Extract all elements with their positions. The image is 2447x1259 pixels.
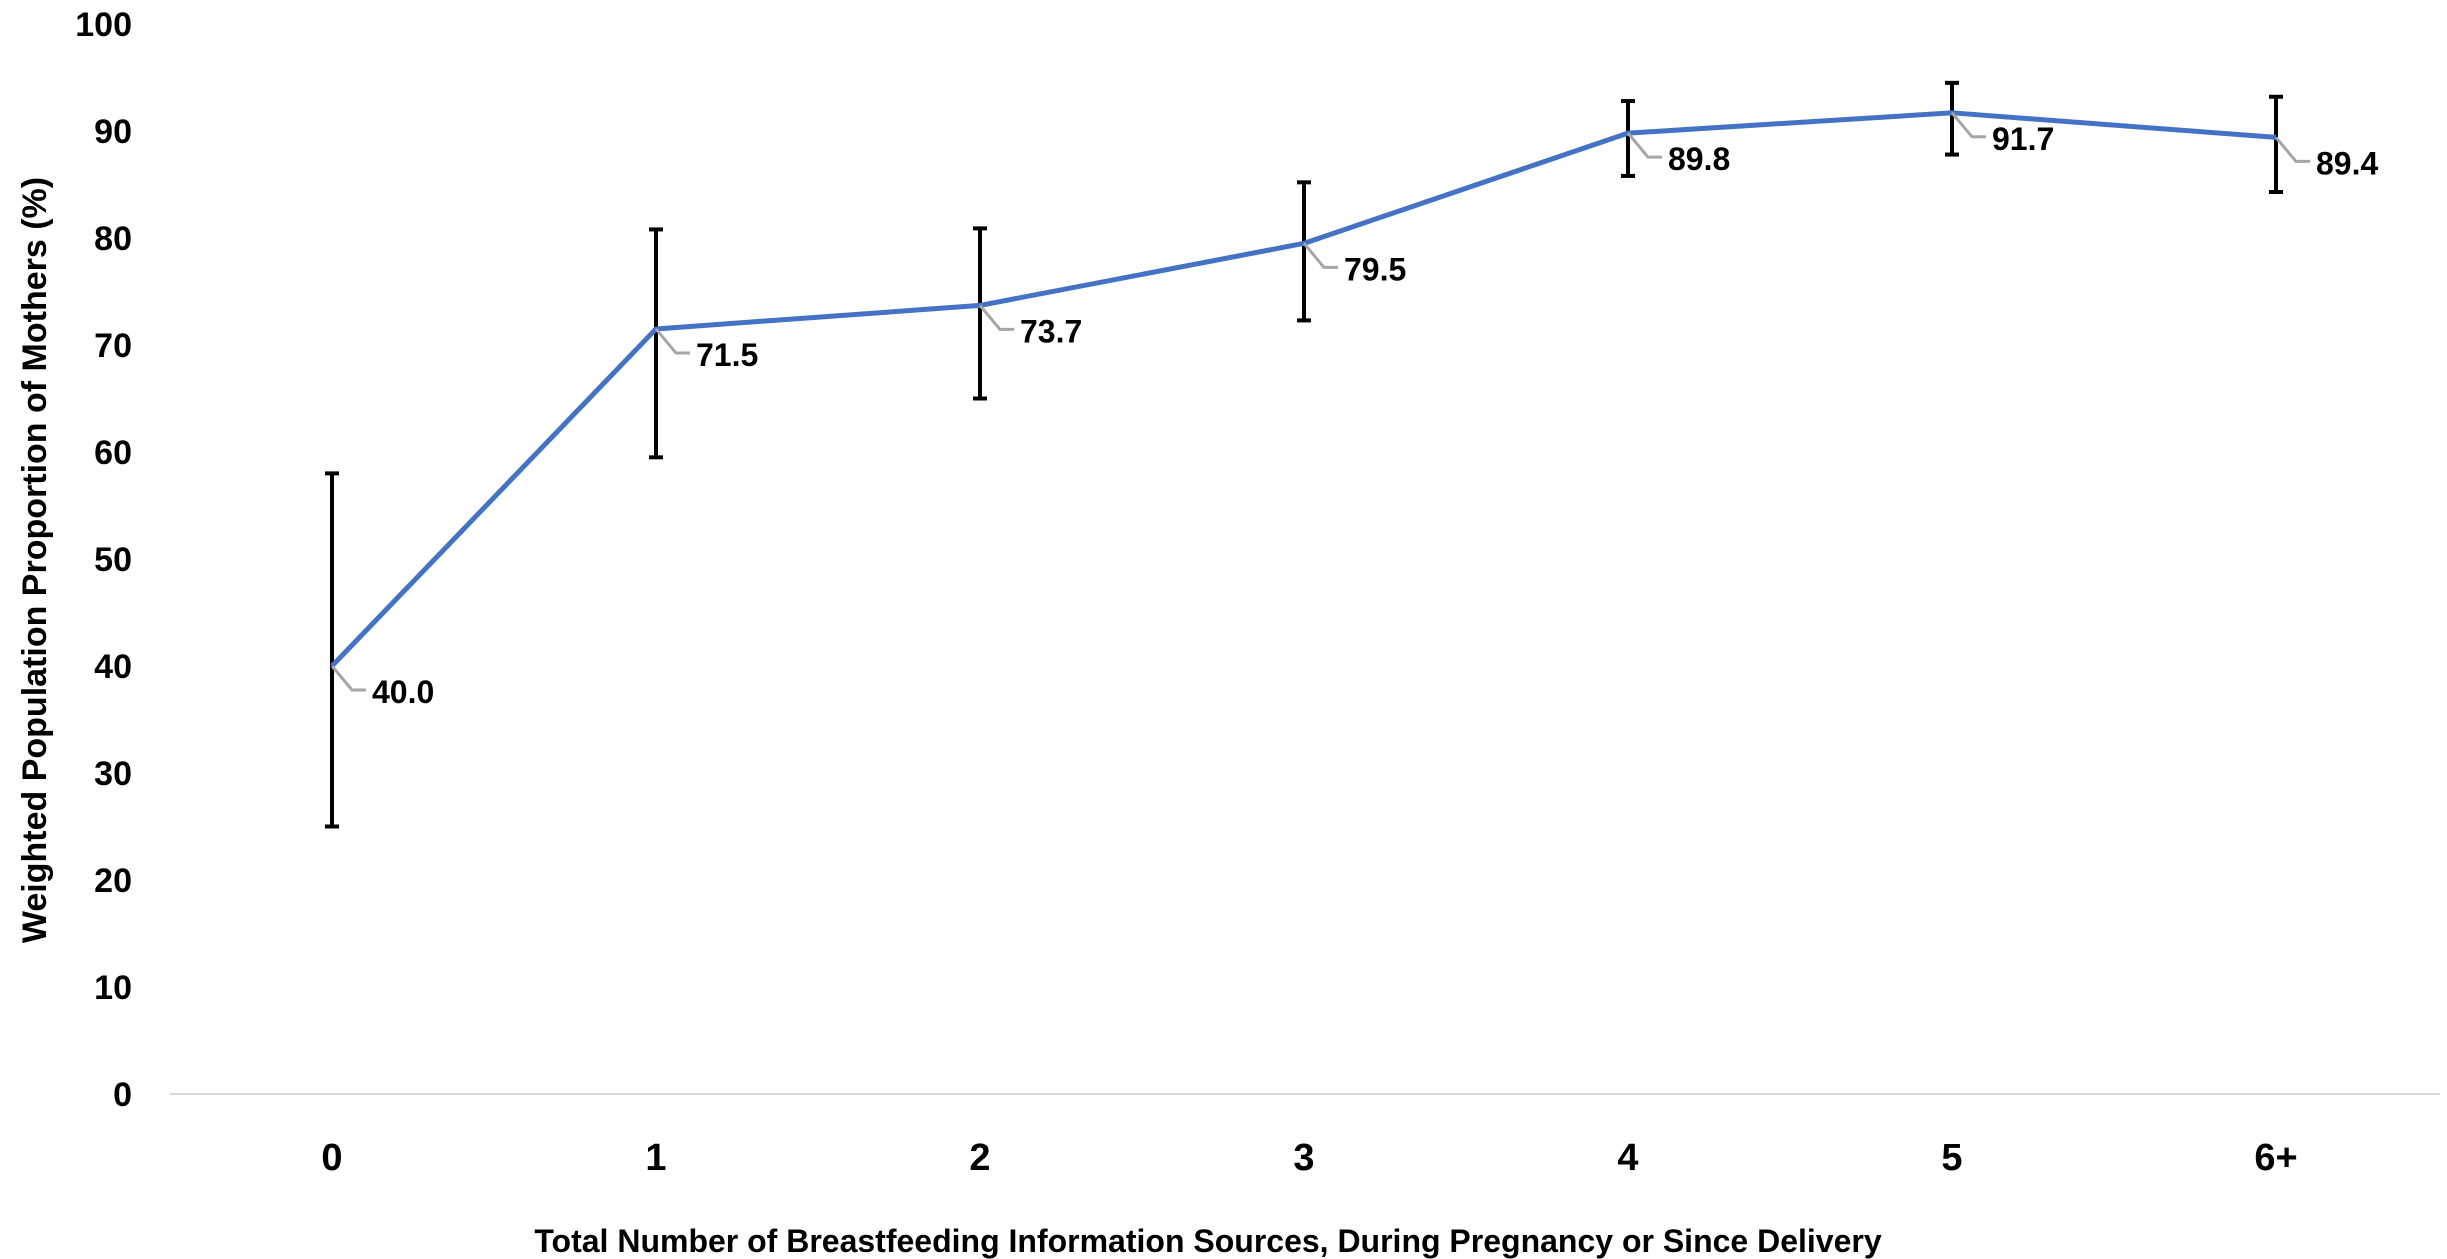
leader-line [978,304,1014,331]
error-bar [649,227,663,460]
y-tick-label: 60 [94,434,132,472]
x-tick-label: 2 [969,1137,990,1179]
leader-line [1626,132,1662,159]
error-bars [325,80,2283,829]
data-label: 89.4 [2316,145,2378,181]
data-label: 71.5 [696,337,758,373]
y-tick-label: 80 [94,220,132,258]
y-tick-label: 0 [113,1076,132,1114]
error-bar [973,226,987,401]
y-axis-ticks: 0 10 20 30 40 50 60 70 80 90 100 [75,6,132,1114]
y-tick-label: 70 [94,327,132,365]
data-labels: 40.0 71.5 73.7 79.5 89.8 91.7 89.4 [372,121,2378,710]
leader-line [1950,111,1986,139]
y-tick-label: 10 [94,969,132,1007]
leader-line [654,327,690,355]
leader-line [2274,136,2310,163]
x-tick-label: 0 [321,1137,342,1179]
y-tick-label: 30 [94,755,132,793]
x-axis-title: Total Number of Breastfeeding Informatio… [534,1223,1881,1259]
data-label-leader-lines [330,111,2310,692]
y-tick-label: 90 [94,113,132,151]
x-tick-label: 3 [1293,1137,1314,1179]
error-bar [325,471,339,829]
error-bar [1945,80,1959,157]
data-label: 91.7 [1992,121,2054,157]
x-axis-ticks: 0 1 2 3 4 5 6+ [321,1137,2297,1179]
error-bar [1297,180,1311,323]
error-bar [1621,99,1635,178]
x-tick-label: 4 [1617,1137,1638,1179]
y-tick-label: 20 [94,862,132,900]
y-tick-label: 50 [94,541,132,579]
x-tick-label: 5 [1941,1137,1962,1179]
leader-line [330,665,366,692]
error-bar [2269,94,2283,194]
data-label: 73.7 [1020,313,1082,349]
data-label: 79.5 [1344,251,1406,287]
y-tick-label: 100 [75,6,132,44]
data-label: 89.8 [1668,141,1730,177]
y-tick-label: 40 [94,648,132,686]
x-tick-label: 1 [645,1137,666,1179]
x-tick-label: 6+ [2254,1137,2297,1179]
leader-line [1302,242,1338,269]
data-label: 40.0 [372,674,434,710]
y-axis-title: Weighted Population Proportion of Mother… [16,177,54,943]
